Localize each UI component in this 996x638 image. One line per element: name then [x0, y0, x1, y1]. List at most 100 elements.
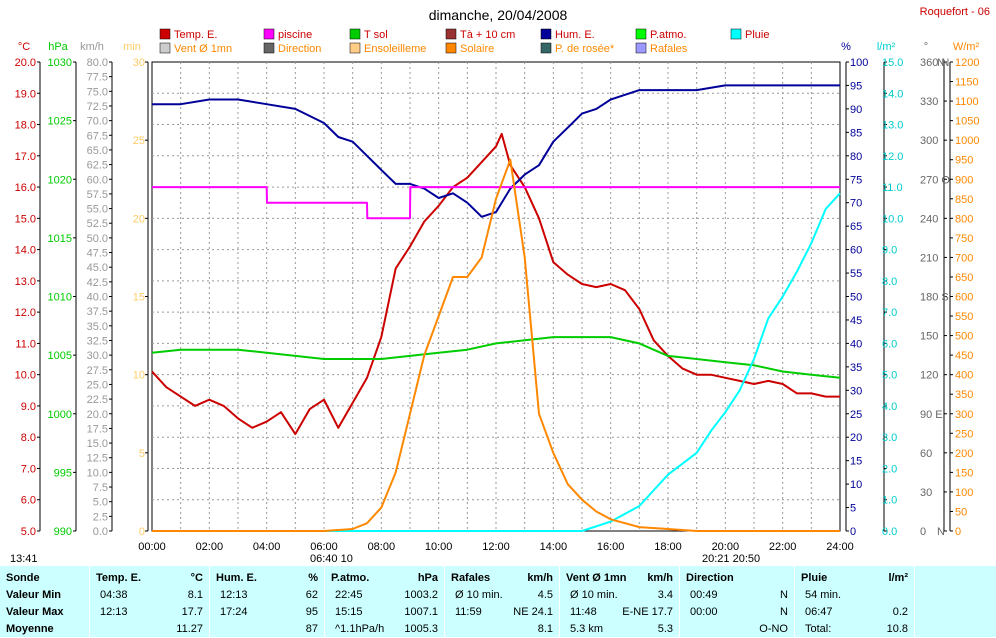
axis-tick-label: 30 — [850, 385, 862, 397]
axis-tick-label: 25.0 — [87, 379, 108, 391]
legend-label: P. de rosée* — [555, 43, 615, 55]
axis-tick-label: 7.0 — [882, 307, 897, 319]
axis-tick-label: 30 — [133, 57, 145, 69]
axis-unit: km/h — [80, 41, 104, 53]
sun-info: 13:41 06:40 10 20:21 20:50 — [10, 553, 760, 565]
station-name: Roquefort - 06 — [920, 6, 990, 18]
axis-tick-label: 5 — [850, 503, 856, 515]
axis-tick-label: 55.0 — [87, 204, 108, 216]
axis-tick-label: 65.0 — [87, 145, 108, 157]
time-tick: 22:00 — [769, 541, 797, 553]
axis-tick-label: 400 — [955, 370, 973, 382]
axis-tick-label: 30.0 — [87, 350, 108, 362]
legend-label: Temp. E. — [174, 29, 217, 41]
axis-tick-label: 13.0 — [882, 120, 903, 132]
axis-tick-label: 20 — [133, 213, 145, 225]
legend-swatch — [349, 28, 361, 40]
axis-tick-label: 60 — [850, 245, 862, 257]
stats-block: Hum. E.% 12:13 62 17:24 95 87 — [210, 566, 325, 637]
row-label-max: Valeur Max — [6, 606, 64, 618]
axis-tick-label: 8.0 — [882, 276, 897, 288]
axis-tick-label: 85 — [850, 127, 862, 139]
axis-tick-label: 16.0 — [15, 182, 36, 194]
axis-tick-label: 15.0 — [87, 438, 108, 450]
stats-block: Pluie l/m² 54 min. 06:47 0.2 Total: 10.8 — [795, 566, 915, 637]
stats-panel: Sonde Valeur Min Valeur Max Moyenne Temp… — [0, 566, 996, 637]
time-tick: 06:00 — [310, 541, 338, 553]
chart: dimanche, 20/04/2008 Roquefort - 06 00:0… — [10, 6, 990, 565]
axis-tick-label: 1200 — [955, 57, 979, 69]
axis-tick-label: 20.0 — [87, 409, 108, 421]
stats-block: Direction 00:49 N 00:00 N O-NO — [680, 566, 795, 637]
legend-swatch — [635, 28, 647, 40]
axis-tick-label: 120 — [920, 370, 938, 382]
time-tick: 14:00 — [540, 541, 568, 553]
axis-tick-label: 150 — [920, 331, 938, 343]
legend-swatch — [540, 28, 552, 40]
axis-tick-label: 240 — [920, 213, 938, 225]
series-line — [152, 84, 840, 218]
axis-tick-label: 9.0 — [21, 401, 36, 413]
axis-tick-label: 12.5 — [87, 453, 108, 465]
axis-unit: l/m² — [877, 41, 896, 53]
axis-tick-label: 27.5 — [87, 365, 108, 377]
axis-tick-label: 35.0 — [87, 321, 108, 333]
axis-tick-label: 60 — [920, 448, 932, 460]
legend-swatch — [445, 42, 457, 54]
axis-tick-label: 30 — [920, 487, 932, 499]
axis-tick-label: 45 — [850, 315, 862, 327]
legend-label: piscine — [278, 29, 312, 41]
axis-tick-label: 5 — [139, 448, 145, 460]
axes: 00:00 02:00 04:00 06:00 08:00 10:00 12:00 14:00… — [15, 41, 980, 553]
axis-tick-label: 1020 — [48, 174, 72, 186]
axis-tick-label: 330 — [920, 96, 938, 108]
axis-tick-label: 15 — [850, 456, 862, 468]
axis-tick-label: 900 — [955, 174, 973, 186]
axis-tick-label: 6.0 — [21, 495, 36, 507]
legend-label: Pluie — [745, 29, 769, 41]
axis-tick-label: 180 S — [920, 292, 949, 304]
row-label-sonde: Sonde — [6, 572, 40, 584]
legend-swatch — [635, 42, 647, 54]
axis-tick-label: 67.5 — [87, 130, 108, 142]
axis-tick-label: 90 — [850, 104, 862, 116]
axis-tick-label: 450 — [955, 350, 973, 362]
axis-tick-label: 95 — [850, 80, 862, 92]
axis-tick-label: 350 — [955, 389, 973, 401]
legend-label: Tà + 10 cm — [460, 29, 515, 41]
axis-tick-label: 1005 — [48, 350, 72, 362]
axis-tick-label: 12.0 — [15, 307, 36, 319]
axis-tick-label: 75.0 — [87, 86, 108, 98]
legend-label: Vent Ø 1mn — [174, 43, 232, 55]
axis-tick-label: 45.0 — [87, 262, 108, 274]
axis-tick-label: 950 — [955, 155, 973, 167]
axis-tick-label: 0 — [139, 526, 145, 538]
axis-tick-label: 550 — [955, 311, 973, 323]
time-tick: 12:00 — [482, 541, 510, 553]
axis-tick-label: 80.0 — [87, 57, 108, 69]
axis-tick-label: 70 — [850, 198, 862, 210]
stats-labels: Sonde Valeur Min Valeur Max Moyenne — [0, 566, 90, 637]
axis-tick-label: 7.5 — [93, 482, 108, 494]
axis-tick-label: 9.0 — [882, 245, 897, 257]
axis-tick-label: 65 — [850, 221, 862, 233]
axis-tick-label: 1.0 — [882, 495, 897, 507]
legend-swatch — [263, 28, 275, 40]
chart-title: dimanche, 20/04/2008 — [429, 7, 568, 23]
axis-tick-label: 6.0 — [882, 338, 897, 350]
axis-unit: W/m² — [953, 41, 980, 53]
axis-tick-label: 25 — [133, 135, 145, 147]
axis-tick-label: 55 — [850, 268, 862, 280]
axis-tick-label: 60.0 — [87, 174, 108, 186]
axis-tick-label: 200 — [955, 448, 973, 460]
axis-tick-label: 300 — [920, 135, 938, 147]
axis-tick-label: 40.0 — [87, 292, 108, 304]
axis-tick-label: 700 — [955, 252, 973, 264]
axis-tick-label: 0.0 — [882, 526, 897, 538]
axis-tick-label: 47.5 — [87, 248, 108, 260]
axis-tick-label: 19.0 — [15, 88, 36, 100]
axis-tick-label: 150 — [955, 467, 973, 479]
stats-block: P.atmo. hPa 22:45 1003.2 15:15 1007.1 ^1.1hPa/… — [325, 566, 445, 637]
axis-tick-label: 8.0 — [21, 432, 36, 444]
axis-tick-label: 1050 — [955, 116, 979, 128]
